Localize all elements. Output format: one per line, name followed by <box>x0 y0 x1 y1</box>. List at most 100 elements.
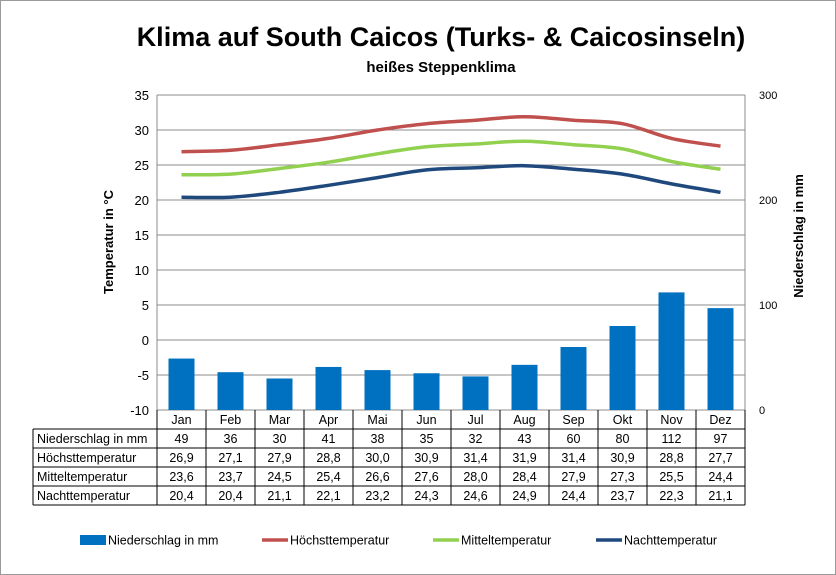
left-axis-tick-label: 15 <box>135 228 149 243</box>
left-axis-title: Temperatur in °C <box>101 189 116 294</box>
table-cell: 20,4 <box>169 489 193 503</box>
month-label: Nov <box>660 413 683 427</box>
hoechsttemperatur-line <box>181 114 721 154</box>
table-cell: 23,6 <box>169 470 193 484</box>
right-axis-title: Niederschlag in mm <box>791 174 806 298</box>
table-row-label: Niederschlag in mm <box>37 432 147 446</box>
precipitation-bar <box>266 378 293 410</box>
table-cell: 26,9 <box>169 451 193 465</box>
legend-label-mitteltemperatur: Mitteltemperatur <box>461 534 551 548</box>
left-axis-tick-label: 10 <box>135 263 149 278</box>
table-cell: 31,4 <box>463 451 487 465</box>
month-label: Jan <box>171 413 191 427</box>
precipitation-bar <box>511 364 538 410</box>
legend-swatch-niederschlag-in-mm <box>80 535 106 545</box>
table-cell: 21,1 <box>267 489 291 503</box>
table-cell: 41 <box>322 432 336 446</box>
gridlines <box>156 94 746 411</box>
table-cell: 23,2 <box>365 489 389 503</box>
chart-subtitle: heißes Steppenklima <box>366 59 516 76</box>
right-axis-ticks: 0 100 200 300 <box>759 90 777 417</box>
precipitation-bar <box>364 370 391 410</box>
table-cell: 25,4 <box>316 470 340 484</box>
table-cell: 27,9 <box>561 470 585 484</box>
right-axis-tick-label: 300 <box>759 90 777 102</box>
table-cell: 24,4 <box>708 470 732 484</box>
legend: Niederschlag in mm Höchsttemperatur Mittel… <box>80 534 717 548</box>
table-cell: 28,0 <box>463 470 487 484</box>
table-cell: 27,1 <box>218 451 242 465</box>
legend-label-niederschlag-in-mm: Niederschlag in mm <box>108 534 218 548</box>
table-cell: 28,8 <box>316 451 340 465</box>
left-axis-tick-label: 25 <box>135 158 149 173</box>
precipitation-bar <box>609 326 636 410</box>
table-cell: 27,9 <box>267 451 291 465</box>
table-cell: 30,0 <box>365 451 389 465</box>
table-cell: 25,5 <box>659 470 683 484</box>
table-cell: 26,6 <box>365 470 389 484</box>
table-row-label: Nachttemperatur <box>37 489 130 503</box>
table-cell: 23,7 <box>218 470 242 484</box>
table-cell: 30,9 <box>414 451 438 465</box>
month-label: Feb <box>220 413 242 427</box>
table-cell: 21,1 <box>708 489 732 503</box>
right-axis-tick-label: 0 <box>759 405 765 417</box>
precipitation-bar <box>413 373 440 410</box>
table-cell: 30,9 <box>610 451 634 465</box>
table-row-label: Höchsttemperatur <box>37 451 136 465</box>
table-cell: 28,8 <box>659 451 683 465</box>
precipitation-bar <box>462 376 489 410</box>
chart-title: Klima auf South Caicos (Turks- & Caicosi… <box>137 22 746 52</box>
nachttemperatur-line <box>181 163 721 200</box>
table-cell: 97 <box>714 432 728 446</box>
table-cell: 24,6 <box>463 489 487 503</box>
table-cell: 24,5 <box>267 470 291 484</box>
precipitation-bar <box>217 372 244 410</box>
precipitation-bar <box>315 366 342 410</box>
left-axis-tick-label: 5 <box>142 298 149 313</box>
table-cell: 38 <box>371 432 385 446</box>
precipitation-bars <box>168 292 734 410</box>
table-cell: 32 <box>469 432 483 446</box>
table-cell: 22,3 <box>659 489 683 503</box>
right-axis-tick-label: 100 <box>759 300 777 312</box>
precipitation-bar <box>168 358 195 410</box>
table-cell: 80 <box>616 432 630 446</box>
month-label: Jul <box>468 413 484 427</box>
left-axis-tick-label: 20 <box>135 193 149 208</box>
precipitation-bar <box>707 308 734 410</box>
table-cell: 28,4 <box>512 470 536 484</box>
precipitation-bar <box>658 292 685 410</box>
table-cell: 27,3 <box>610 470 634 484</box>
month-label: Dez <box>709 413 731 427</box>
table-cell: 24,4 <box>561 489 585 503</box>
table-cell: 20,4 <box>218 489 242 503</box>
month-label: Sep <box>562 413 584 427</box>
table-cell: 43 <box>518 432 532 446</box>
left-axis-tick-label: 35 <box>135 88 149 103</box>
legend-label-hoechsttemperatur: Höchsttemperatur <box>290 534 389 548</box>
table-cell: 36 <box>224 432 238 446</box>
table-cell: 24,3 <box>414 489 438 503</box>
table-cell: 49 <box>175 432 189 446</box>
month-label: Mar <box>269 413 291 427</box>
left-axis-tick-label: 30 <box>135 123 149 138</box>
table-cell: 35 <box>420 432 434 446</box>
table-cell: 60 <box>567 432 581 446</box>
month-label: Okt <box>613 413 633 427</box>
legend-label-nachttemperatur: Nachttemperatur <box>624 534 717 548</box>
table-cell: 24,9 <box>512 489 536 503</box>
month-label: Apr <box>319 413 338 427</box>
left-axis-tick-label: -10 <box>130 403 149 418</box>
table-cell: 27,6 <box>414 470 438 484</box>
right-axis-tick-label: 200 <box>759 195 777 207</box>
month-label: Aug <box>513 413 535 427</box>
mitteltemperatur-line <box>181 139 721 177</box>
left-axis-tick-label: -5 <box>137 368 149 383</box>
left-axis-tick-label: 0 <box>142 333 149 348</box>
precipitation-bar <box>560 347 587 410</box>
month-label: Jun <box>416 413 436 427</box>
table-cell: 31,9 <box>512 451 536 465</box>
table-cell: 23,7 <box>610 489 634 503</box>
month-label: Mai <box>367 413 387 427</box>
